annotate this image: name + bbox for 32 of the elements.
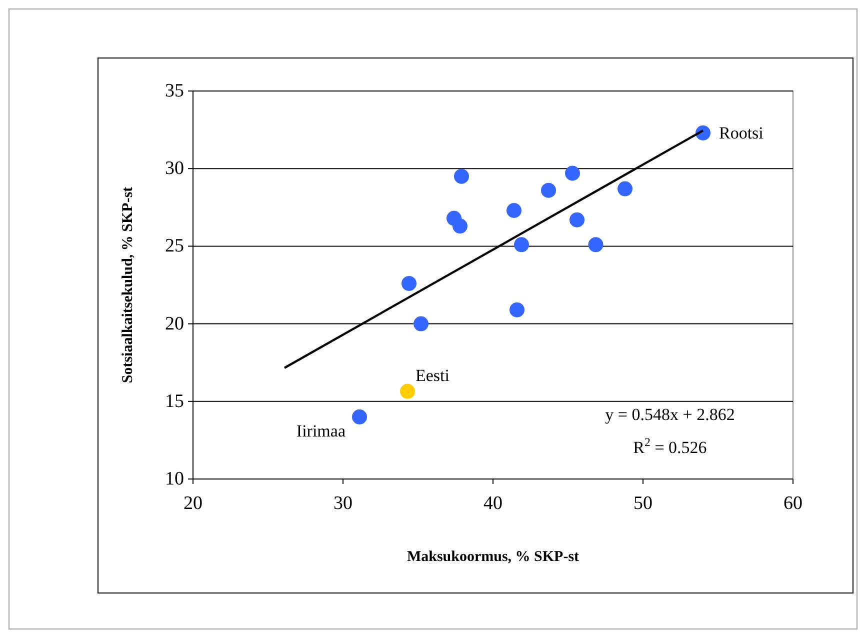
x-tick-label: 50 <box>634 493 652 514</box>
point <box>352 409 367 424</box>
point <box>506 203 522 218</box>
point <box>618 181 632 196</box>
point <box>400 384 415 399</box>
x-tick-label: 30 <box>334 493 352 514</box>
y-tick-label: 30 <box>165 158 184 180</box>
point <box>570 212 584 228</box>
y-tick-label: 20 <box>165 313 184 334</box>
annotation: Iirimaa <box>296 421 346 440</box>
y-tick-label: 25 <box>165 236 184 257</box>
point <box>414 316 428 332</box>
point <box>514 237 529 252</box>
point <box>565 166 580 181</box>
point <box>510 302 524 318</box>
annotation: R$^{2}$ = 0.526 <box>633 435 707 457</box>
point <box>402 276 416 291</box>
annotation: y = 0.548x + 2.862 <box>605 405 735 424</box>
annotation: Rootsi <box>719 123 764 142</box>
point <box>452 218 468 234</box>
x-axis-title: Maksukoormus, % SKP-st <box>406 549 580 565</box>
x-tick-label: 60 <box>784 493 802 514</box>
point <box>541 182 556 198</box>
y-tick-label: 15 <box>165 390 184 412</box>
point <box>588 237 604 252</box>
y-tick-label: 10 <box>165 468 184 490</box>
annotation: Eesti <box>416 366 450 385</box>
y-tick-label: 35 <box>165 80 184 102</box>
y-axis-title: Sotsiaalkaitsekulud, % SKP-st <box>120 186 136 384</box>
x-tick-label: 20 <box>184 493 202 514</box>
point <box>454 168 469 184</box>
x-tick-label: 40 <box>484 493 502 514</box>
